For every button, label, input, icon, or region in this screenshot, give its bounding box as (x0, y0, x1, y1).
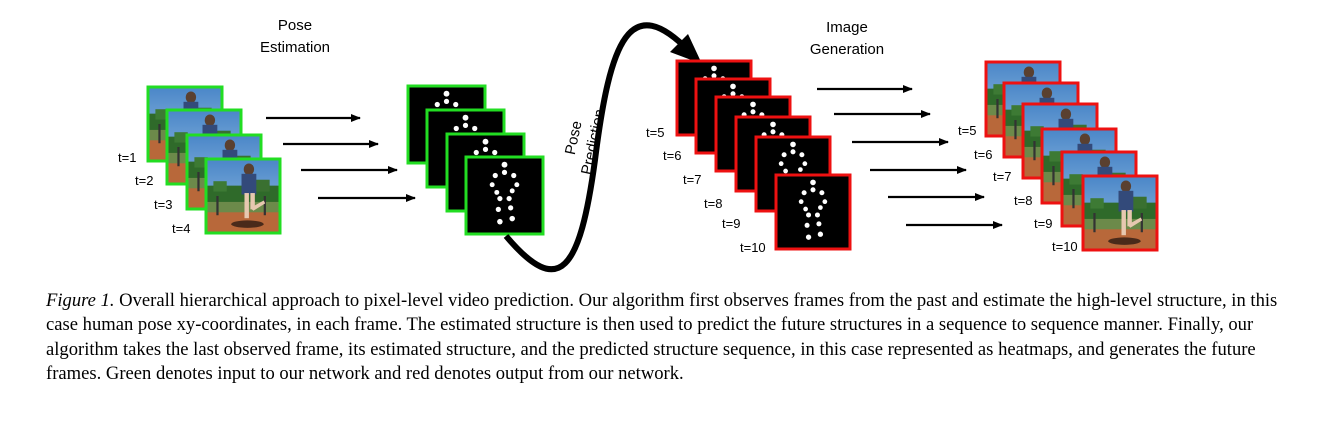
predicted-pose-label: t=8 (704, 196, 722, 211)
generated-frame-label: t=5 (958, 123, 976, 138)
predicted-pose-heatmap (774, 173, 852, 251)
generated-frame-label: t=8 (1014, 193, 1032, 208)
input-frame-label: t=3 (154, 197, 172, 212)
figure-caption-label: Figure 1. (46, 290, 115, 311)
predicted-pose-label: t=10 (740, 240, 766, 255)
input-frame-label: t=2 (135, 173, 153, 188)
arrows-pose-estimation (266, 114, 416, 202)
stage-label-image-generation-line1: Image (826, 19, 868, 36)
generated-frame-label: t=10 (1052, 239, 1078, 254)
stage-label-pose-estimation-line1: Pose (278, 17, 312, 34)
predicted-pose-stack (675, 59, 852, 251)
generated-frame-label: t=9 (1034, 216, 1052, 231)
figure-caption-text: Overall hierarchical approach to pixel-l… (46, 290, 1278, 385)
stage-label-pose-estimation-line2: Estimation (260, 39, 330, 56)
input-pose-stack (406, 84, 545, 236)
pose-prediction-arrowhead (670, 34, 702, 64)
predicted-pose-label: t=9 (722, 216, 740, 231)
pipeline-figure: Pose Estimation Image Generation Pose Pr… (118, 17, 1159, 273)
input-frame (204, 157, 282, 235)
predicted-pose-label: t=6 (663, 148, 681, 163)
arrows-image-generation (817, 85, 1003, 229)
stage-label-pose-prediction-line1: Pose (562, 119, 586, 156)
input-frame-label: t=4 (172, 221, 190, 236)
figure-caption: Figure 1. Overall hierarchical approach … (46, 289, 1286, 387)
input-frame-label: t=1 (118, 150, 136, 165)
generated-frame (1081, 174, 1159, 252)
pose-prediction-arrow (503, 22, 693, 273)
generated-frame-stack (984, 60, 1159, 252)
input-frame-stack (146, 85, 282, 235)
generated-frame-label: t=6 (974, 147, 992, 162)
generated-frame-label: t=7 (993, 169, 1011, 184)
input-pose-heatmap (464, 155, 545, 236)
predicted-pose-label: t=7 (683, 172, 701, 187)
predicted-pose-label: t=5 (646, 125, 664, 140)
stage-label-image-generation-line2: Generation (810, 41, 884, 58)
